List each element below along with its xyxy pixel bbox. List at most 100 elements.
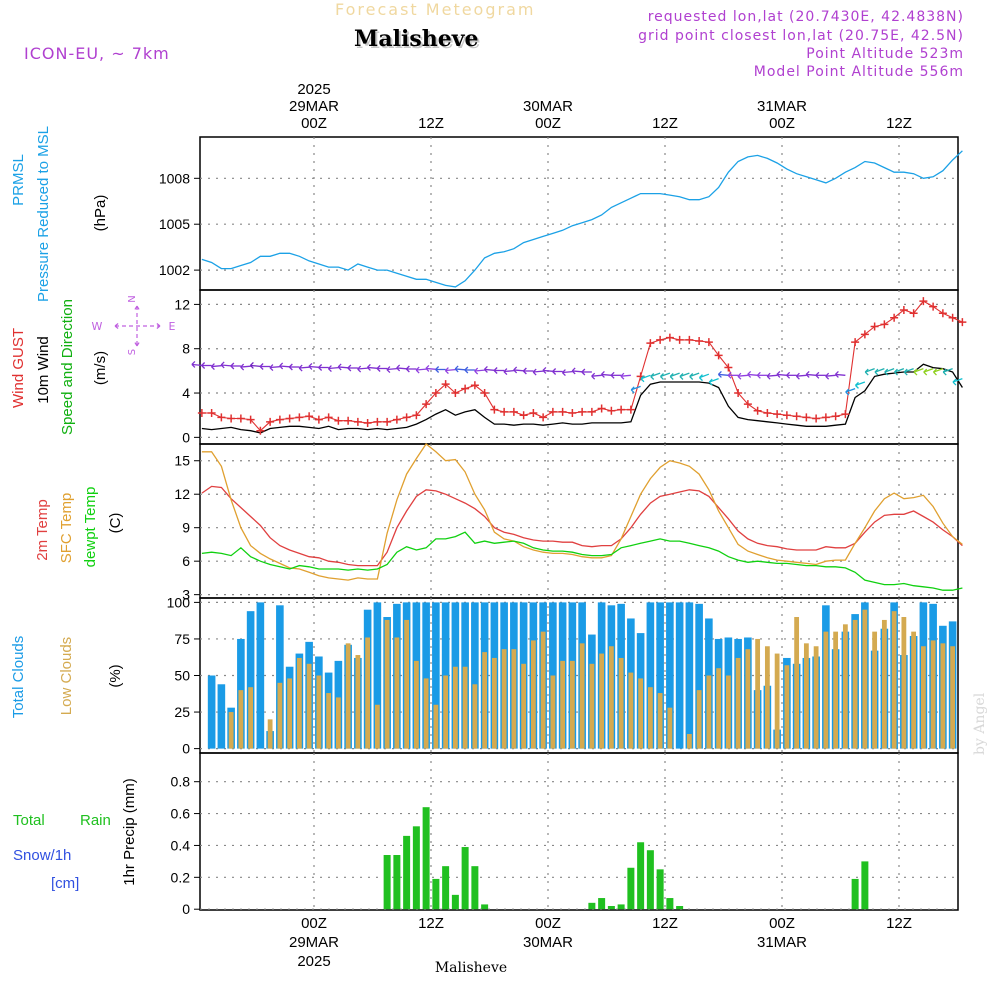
time-label-bottom: 12Z (886, 915, 912, 932)
low-cloud-bar (667, 707, 673, 749)
low-cloud-bar (794, 617, 800, 749)
y-tick-label: 0 (182, 429, 190, 445)
temp-line-temp2m (201, 485, 963, 567)
low-cloud-bar (852, 619, 858, 749)
y-tick-label: 6 (182, 553, 190, 569)
total-cloud-bar (695, 603, 703, 749)
total-cloud-bar (207, 675, 216, 749)
gust-marker (938, 309, 947, 318)
wind-direction-arrow (591, 374, 602, 377)
wind-direction-arrow (386, 368, 397, 371)
wind-arrowhead (630, 386, 635, 394)
precip-bar (676, 906, 684, 910)
low-cloud-bar (482, 652, 488, 749)
total-cloud-bar (646, 602, 655, 749)
low-cloud-bar (238, 690, 244, 749)
wind-arrowhead (376, 365, 381, 372)
wind-direction-arrow (620, 374, 631, 377)
wind-arrowhead (884, 368, 889, 376)
gust-marker (665, 333, 674, 342)
wind-arrowhead (464, 366, 469, 374)
low-cloud-bar (374, 704, 380, 749)
low-cloud-bar (335, 697, 341, 749)
gust-marker (909, 309, 918, 318)
low-cloud-bar (940, 643, 946, 749)
precip-bar (617, 904, 625, 910)
wind-direction-arrow (904, 368, 914, 373)
wind-direction-arrow (718, 373, 729, 376)
precip-bar (481, 904, 489, 910)
wind-arrowhead (318, 364, 323, 371)
wind-arrowhead (513, 366, 518, 374)
wind-direction-arrow (542, 369, 553, 372)
low-cloud-bar (813, 646, 819, 749)
low-cloud-bar (521, 663, 527, 749)
gust-marker (539, 413, 548, 422)
total-cloud-bar (256, 602, 265, 749)
gust-marker (685, 335, 694, 344)
gust-marker (831, 412, 840, 421)
low-cloud-bar (823, 631, 829, 749)
wind-direction-arrow (211, 365, 222, 368)
compass-n: N (127, 295, 138, 302)
low-cloud-bar (316, 675, 322, 749)
low-cloud-bar (550, 675, 556, 749)
wind-direction-arrow (845, 387, 856, 393)
gust-marker (285, 414, 294, 423)
precip-rain-label: Rain (80, 812, 111, 829)
wind-direction-arrow (874, 368, 885, 373)
time-label-bottom: 00Z (535, 915, 561, 932)
gust-marker (656, 335, 665, 344)
low-cloud-bar (267, 719, 273, 749)
compass-e: E (169, 320, 176, 333)
wind-arrowhead (249, 362, 254, 369)
wind-arrowhead (337, 363, 342, 371)
gust-marker (841, 410, 850, 419)
gust-marker (802, 413, 811, 422)
precip-snow-label: Snow/1h (13, 847, 71, 864)
low-cloud-bar (365, 637, 371, 749)
gust-marker (470, 381, 479, 390)
gust-marker (792, 412, 801, 421)
footer-location: Malisheve (435, 960, 507, 976)
wind-direction-arrow (357, 367, 368, 370)
low-cloud-bar (647, 687, 653, 749)
wind-arrowhead (581, 368, 586, 376)
gust-marker (782, 411, 791, 420)
gust-marker (763, 408, 772, 417)
precip-bar (646, 850, 654, 910)
gust-marker (607, 406, 616, 415)
wind-arrowhead (347, 364, 352, 372)
wind-arrowhead (610, 371, 615, 379)
wind-direction-arrow (855, 381, 866, 386)
compass-icon (114, 305, 161, 347)
low-cloud-bar (452, 666, 458, 749)
low-cloud-bar (628, 672, 634, 749)
wind-arrowhead (220, 361, 225, 369)
low-cloud-bar (638, 678, 644, 749)
wind-arrowhead (933, 368, 937, 376)
gust-marker (324, 413, 333, 422)
gust-marker (334, 416, 343, 425)
y-tick-label: 0.6 (171, 806, 191, 822)
gust-marker (948, 313, 957, 322)
gust-marker (353, 417, 362, 426)
time-label-top: 00Z (535, 115, 561, 132)
precip-total-label: Total (13, 812, 45, 829)
gust-marker (431, 389, 440, 398)
time-label-bottom: 00Z (769, 915, 795, 932)
y-tick-label: 12 (174, 296, 190, 312)
wind-arrowhead (737, 372, 742, 380)
wind-arrowhead (444, 367, 449, 374)
low-cloud-bar (326, 693, 332, 749)
total-cloud-bar (432, 602, 440, 749)
wind-direction-arrow (562, 371, 573, 374)
wind-direction-arrow (455, 368, 466, 371)
wind-direction-arrow (240, 365, 251, 368)
gust-marker (344, 416, 353, 425)
wind-direction-arrow (670, 372, 680, 378)
wind-direction-arrow (689, 372, 700, 378)
gust-marker (509, 407, 518, 416)
gust-marker (743, 400, 752, 409)
time-label-top: 29MAR (289, 98, 339, 115)
